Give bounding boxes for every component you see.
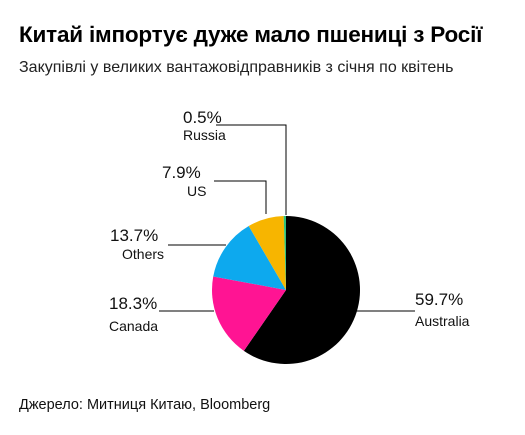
name-label-australia: Australia <box>415 313 470 329</box>
chart-subtitle: Закупівлі у великих вантажовідправників … <box>19 59 454 76</box>
slice-others <box>213 226 286 290</box>
value-label-russia: 0.5% <box>183 108 222 127</box>
leader-lines <box>159 124 415 312</box>
slice-canada <box>211 276 286 351</box>
slice-us <box>248 216 286 290</box>
pie-slices <box>211 216 361 364</box>
name-label-others: Others <box>122 246 164 262</box>
name-label-russia: Russia <box>183 127 226 143</box>
value-label-canada: 18.3% <box>109 294 157 313</box>
leader-line-us <box>214 180 267 214</box>
source-note: Джерело: Митниця Китаю, Bloomberg <box>19 397 271 413</box>
value-label-others: 13.7% <box>110 226 158 245</box>
slice-russia <box>283 216 286 290</box>
value-label-australia: 59.7% <box>415 290 463 309</box>
slice-australia <box>243 216 361 364</box>
name-label-canada: Canada <box>109 318 158 334</box>
chart-title: Китай імпортує дуже мало пшениці з Росії <box>19 22 483 47</box>
value-label-us: 7.9% <box>162 163 201 182</box>
name-label-us: US <box>187 183 206 199</box>
slice-labels: 59.7% Australia 18.3% Canada 13.7%Others 7.9%… <box>109 108 470 334</box>
leader-line-russia <box>216 124 287 215</box>
